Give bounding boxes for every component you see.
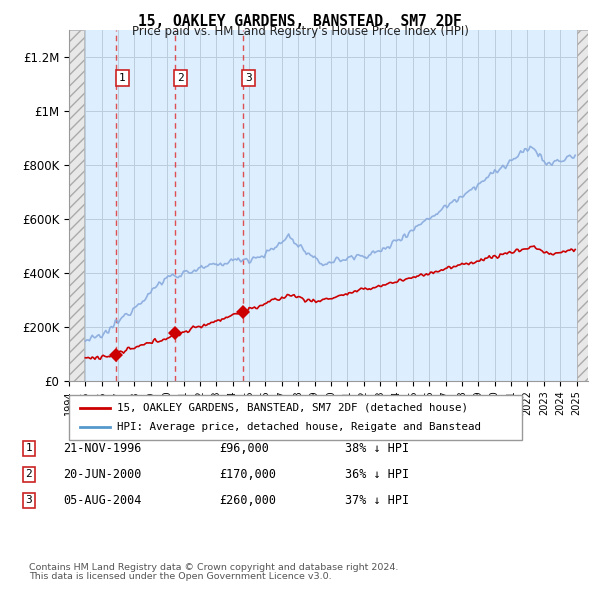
- Text: 38% ↓ HPI: 38% ↓ HPI: [345, 442, 409, 455]
- Text: 1: 1: [119, 73, 125, 83]
- Text: 2: 2: [25, 470, 32, 479]
- Bar: [577, 30, 588, 381]
- Text: This data is licensed under the Open Government Licence v3.0.: This data is licensed under the Open Gov…: [29, 572, 331, 581]
- Text: 3: 3: [25, 496, 32, 505]
- Text: 15, OAKLEY GARDENS, BANSTEAD, SM7 2DF (detached house): 15, OAKLEY GARDENS, BANSTEAD, SM7 2DF (d…: [117, 403, 468, 412]
- Text: 2: 2: [178, 73, 184, 83]
- Text: 20-JUN-2000: 20-JUN-2000: [63, 468, 142, 481]
- Text: HPI: Average price, detached house, Reigate and Banstead: HPI: Average price, detached house, Reig…: [117, 422, 481, 432]
- Text: 15, OAKLEY GARDENS, BANSTEAD, SM7 2DF: 15, OAKLEY GARDENS, BANSTEAD, SM7 2DF: [138, 14, 462, 28]
- Text: 05-AUG-2004: 05-AUG-2004: [63, 494, 142, 507]
- Bar: [69, 30, 84, 381]
- Text: 3: 3: [245, 73, 252, 83]
- Text: 1: 1: [25, 444, 32, 453]
- Text: 36% ↓ HPI: 36% ↓ HPI: [345, 468, 409, 481]
- Text: £96,000: £96,000: [219, 442, 269, 455]
- Text: £170,000: £170,000: [219, 468, 276, 481]
- Text: 21-NOV-1996: 21-NOV-1996: [63, 442, 142, 455]
- Text: £260,000: £260,000: [219, 494, 276, 507]
- Text: Contains HM Land Registry data © Crown copyright and database right 2024.: Contains HM Land Registry data © Crown c…: [29, 563, 398, 572]
- Text: Price paid vs. HM Land Registry's House Price Index (HPI): Price paid vs. HM Land Registry's House …: [131, 25, 469, 38]
- Text: 37% ↓ HPI: 37% ↓ HPI: [345, 494, 409, 507]
